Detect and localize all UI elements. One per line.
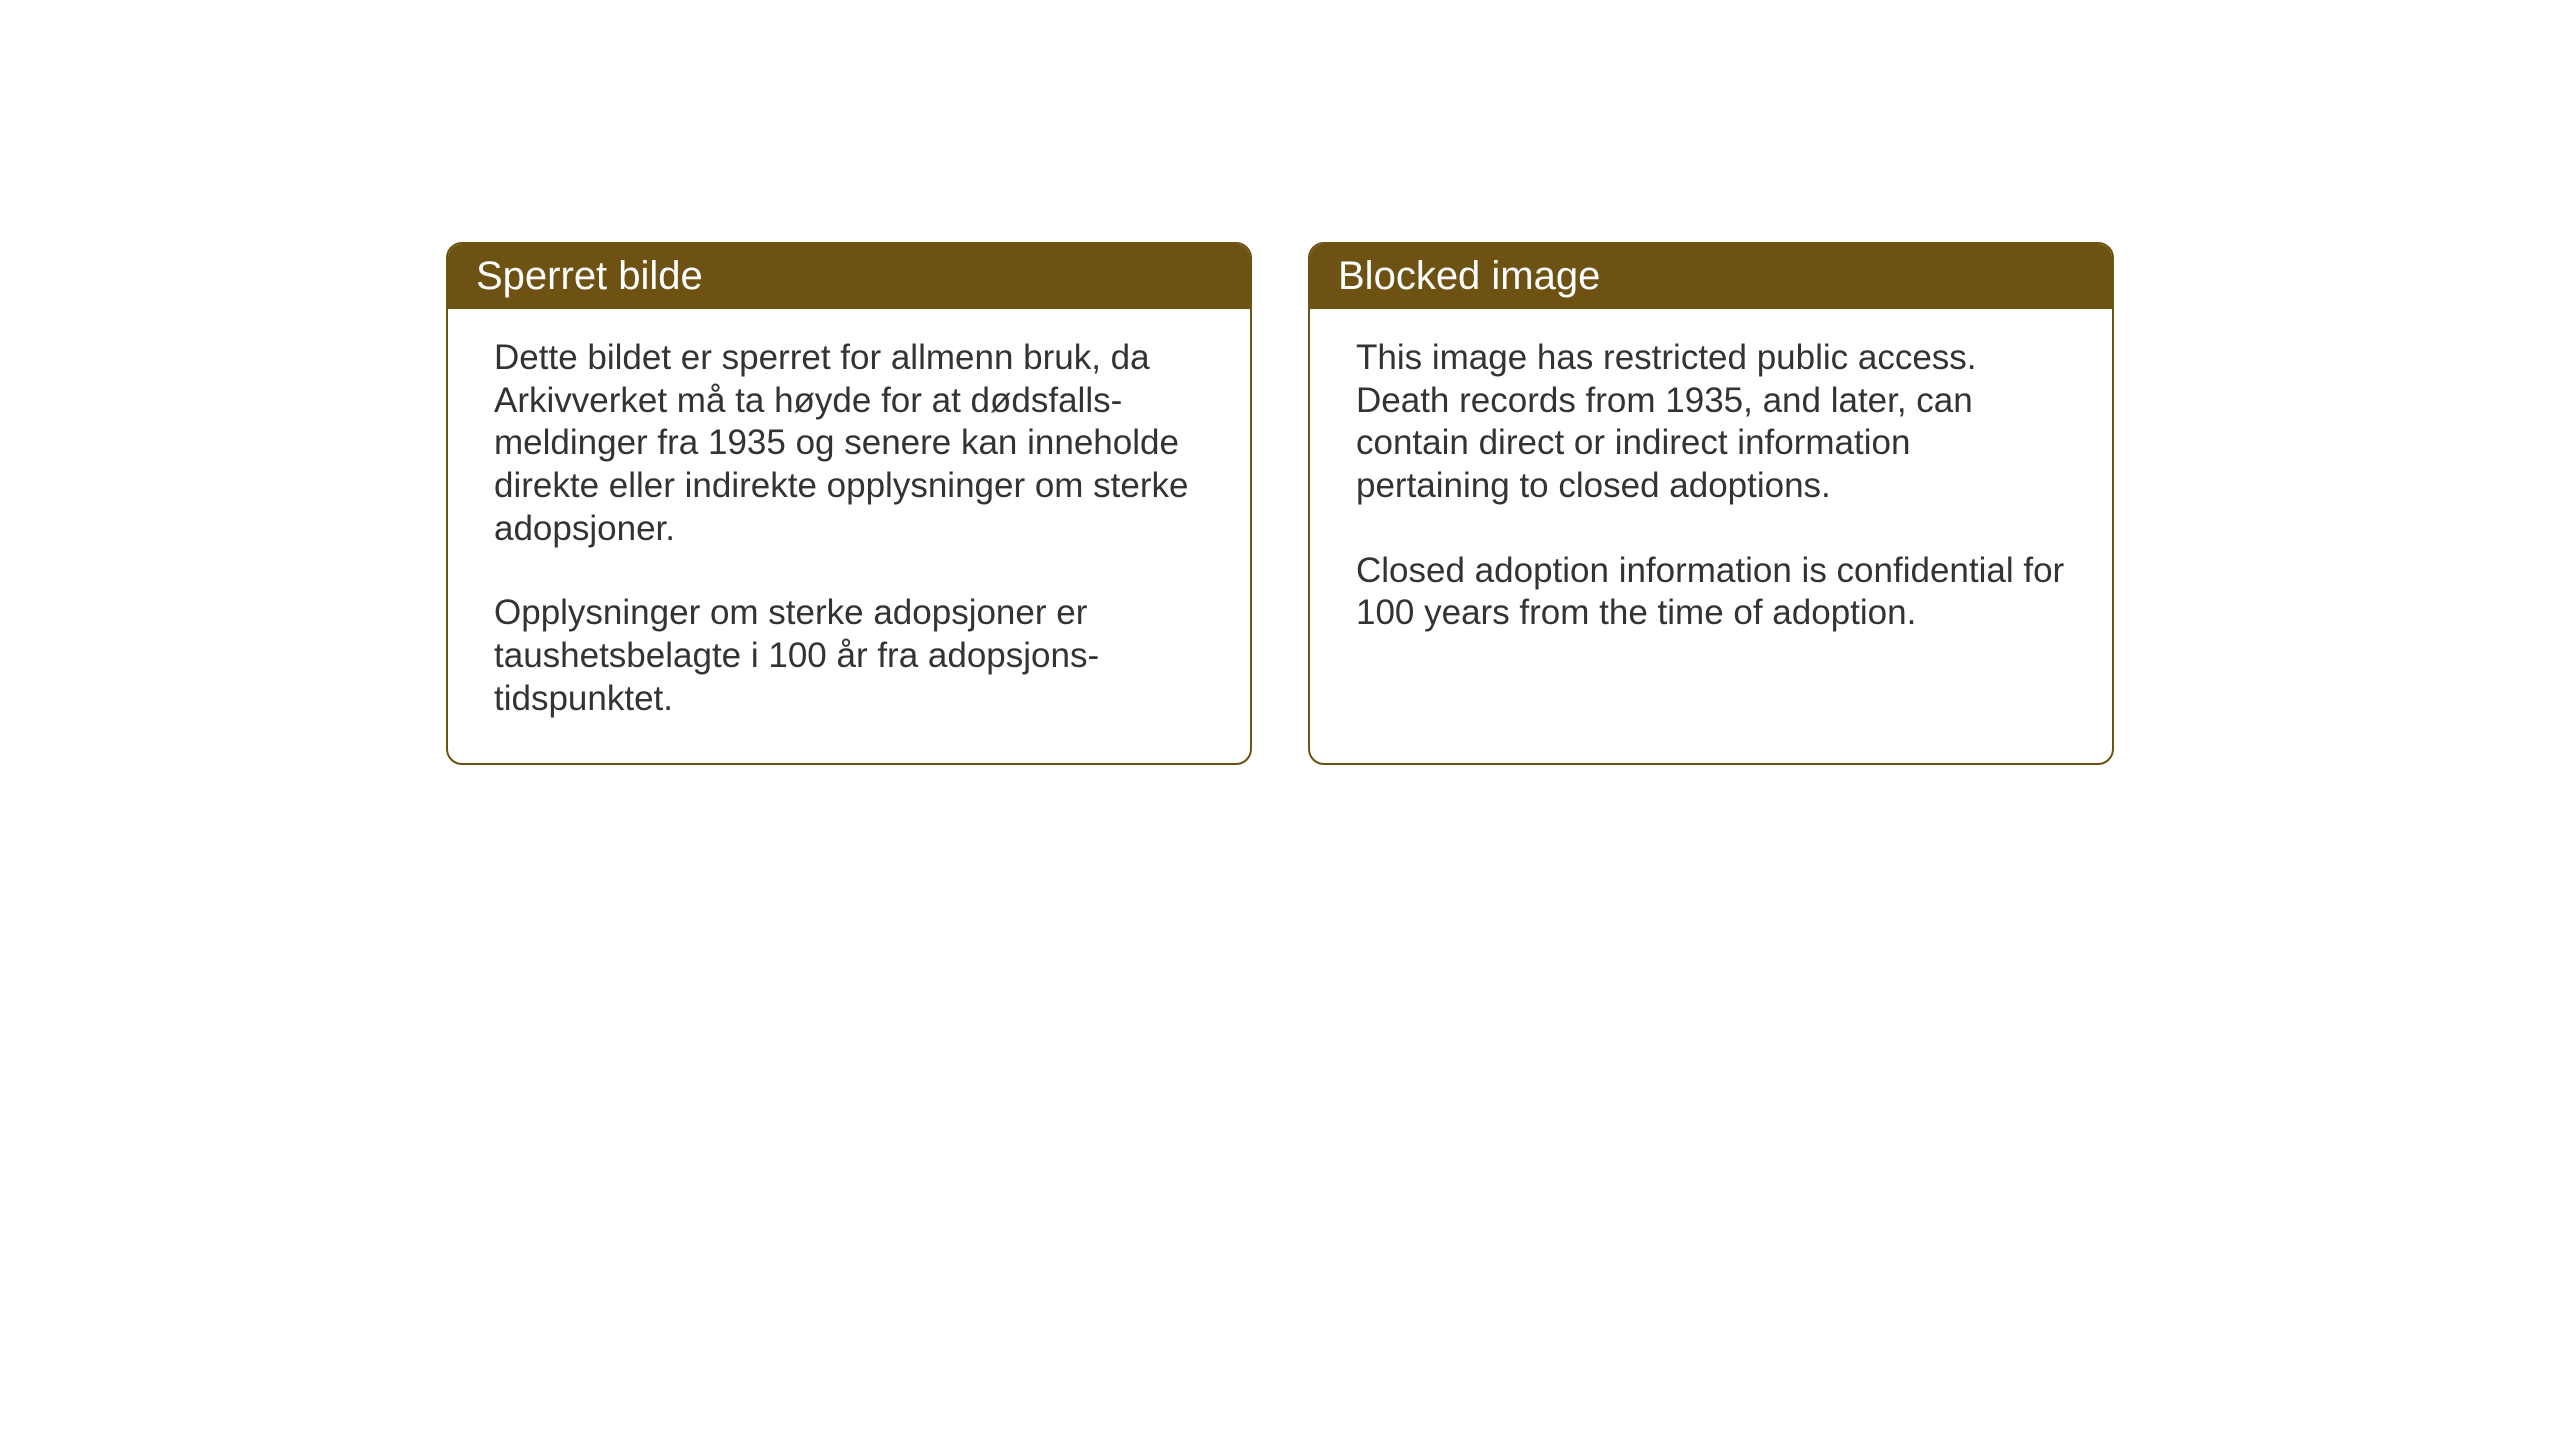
english-notice-paragraph-2: Closed adoption information is confident… [1356,550,2066,635]
norwegian-notice-box: Sperret bilde Dette bildet er sperret fo… [446,242,1252,765]
norwegian-notice-title: Sperret bilde [448,244,1250,309]
english-notice-body: This image has restricted public access.… [1310,309,2112,677]
notice-container: Sperret bilde Dette bildet er sperret fo… [446,242,2114,765]
english-notice-title: Blocked image [1310,244,2112,309]
norwegian-notice-paragraph-1: Dette bildet er sperret for allmenn bruk… [494,337,1204,550]
english-notice-box: Blocked image This image has restricted … [1308,242,2114,765]
norwegian-notice-paragraph-2: Opplysninger om sterke adopsjoner er tau… [494,592,1204,720]
english-notice-paragraph-1: This image has restricted public access.… [1356,337,2066,508]
norwegian-notice-body: Dette bildet er sperret for allmenn bruk… [448,309,1250,763]
